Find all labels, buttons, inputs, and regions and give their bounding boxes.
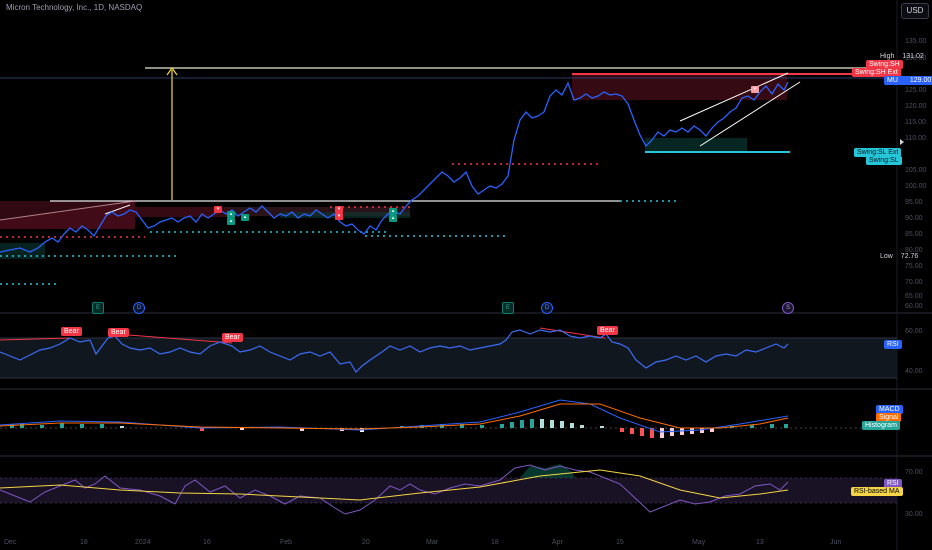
rsi-line: [0, 329, 789, 373]
price-scale: 135.00 130.00 125.00 120.00 115.00 110.0…: [905, 38, 927, 310]
split-event-icon[interactable]: S: [782, 302, 794, 314]
rsi2-scale-30: 30.00: [905, 511, 923, 518]
bear-signal-marker: ▾: [214, 206, 222, 213]
svg-text:16: 16: [203, 539, 211, 546]
svg-text:95.00: 95.00: [905, 199, 923, 206]
svg-text:90.00: 90.00: [905, 215, 923, 222]
demand-zone-top: [645, 138, 747, 151]
rsi2-value-tag: RSI: [884, 479, 902, 488]
svg-text:2024: 2024: [135, 539, 151, 546]
swing-sl-tag: Swing:SL: [866, 156, 902, 165]
rsi2-scale-70: 70.00: [905, 469, 923, 476]
swing-sh-tag: Swing:SH: [866, 60, 903, 69]
rsi-ma-line: [0, 469, 789, 501]
svg-text:65.00: 65.00: [905, 293, 923, 300]
time-axis: Dec 18 2024 16 Feb 20 Mar 18 Apr 15 May …: [4, 539, 841, 546]
svg-text:120.00: 120.00: [905, 103, 927, 110]
svg-text:15: 15: [616, 539, 624, 546]
bear-divergence-label: Bear: [597, 326, 618, 335]
chart-title: Micron Technology, Inc., 1D, NASDAQ: [6, 3, 143, 12]
swing-sh-ext-tag: Swing:SH Ext: [852, 68, 901, 77]
currency-button[interactable]: USD: [901, 3, 929, 19]
svg-text:18: 18: [491, 539, 499, 546]
svg-text:Mar: Mar: [426, 539, 439, 546]
rsi-scale-40: 40.00: [905, 368, 923, 375]
svg-text:105.00: 105.00: [905, 167, 927, 174]
bull-signal-marker: ▴: [227, 218, 235, 225]
svg-text:85.00: 85.00: [905, 231, 923, 238]
price-line: [0, 81, 789, 253]
svg-text:13: 13: [756, 539, 764, 546]
svg-text:Dec: Dec: [4, 539, 17, 546]
earnings-event-icon[interactable]: E: [502, 302, 514, 314]
bear-divergence-label: Bear: [61, 327, 82, 336]
scroll-right-icon[interactable]: [900, 139, 904, 145]
svg-text:135.00: 135.00: [905, 38, 927, 45]
svg-text:125.00: 125.00: [905, 87, 927, 94]
bear-divergence-label: Bear: [222, 333, 243, 342]
svg-text:Jun: Jun: [830, 539, 841, 546]
svg-text:Apr: Apr: [552, 539, 564, 546]
bear-signal-marker: ▾: [335, 213, 343, 220]
svg-text:18: 18: [80, 539, 88, 546]
high-label: High 131.02: [880, 53, 924, 60]
bull-signal-marker: ▴: [389, 215, 397, 222]
dividend-event-icon[interactable]: D: [133, 302, 145, 314]
bear-signal-marker: ▾: [335, 206, 343, 213]
earnings-event-icon[interactable]: E: [92, 302, 104, 314]
svg-text:75.00: 75.00: [905, 263, 923, 270]
demand-zone-left: [0, 243, 45, 259]
histogram-tag: Histogram: [862, 421, 900, 430]
dividend-event-icon[interactable]: D: [541, 302, 553, 314]
svg-text:Feb: Feb: [280, 539, 292, 546]
svg-text:110.00: 110.00: [905, 135, 926, 142]
supply-zone-left: [0, 201, 135, 229]
bear-signal-marker: ▾: [751, 86, 759, 93]
bear-divergence-label: Bear: [108, 328, 129, 337]
macd-tag: MACD: [876, 405, 903, 414]
svg-text:70.00: 70.00: [905, 279, 923, 286]
rsi-ma-tag: RSI-based MA: [851, 487, 903, 496]
svg-text:May: May: [692, 539, 706, 546]
signal-tag: Signal: [876, 413, 902, 422]
svg-text:100.00: 100.00: [905, 183, 927, 190]
signal-line: [0, 403, 789, 430]
bull-signal-marker: ▴: [389, 208, 397, 215]
rsi-scale-60: 60.00: [905, 328, 923, 335]
svg-text:60.00: 60.00: [905, 303, 923, 310]
svg-text:80.00: 80.00: [905, 247, 923, 254]
ticker-price-tag: MU 129.00: [884, 76, 932, 85]
svg-text:20: 20: [362, 539, 370, 546]
bull-signal-marker: ▴: [241, 214, 249, 221]
low-label: Low 72.76: [880, 253, 919, 260]
svg-text:115.00: 115.00: [905, 119, 926, 126]
bull-signal-marker: ▴: [227, 211, 235, 218]
svg-text:130.00: 130.00: [905, 55, 927, 62]
rsi2-line: [0, 464, 789, 515]
swing-sl-ext-tag: Swing:SL Ext: [854, 148, 902, 157]
rsi-value-tag: RSI: [884, 340, 902, 349]
macd-line: [0, 399, 789, 433]
